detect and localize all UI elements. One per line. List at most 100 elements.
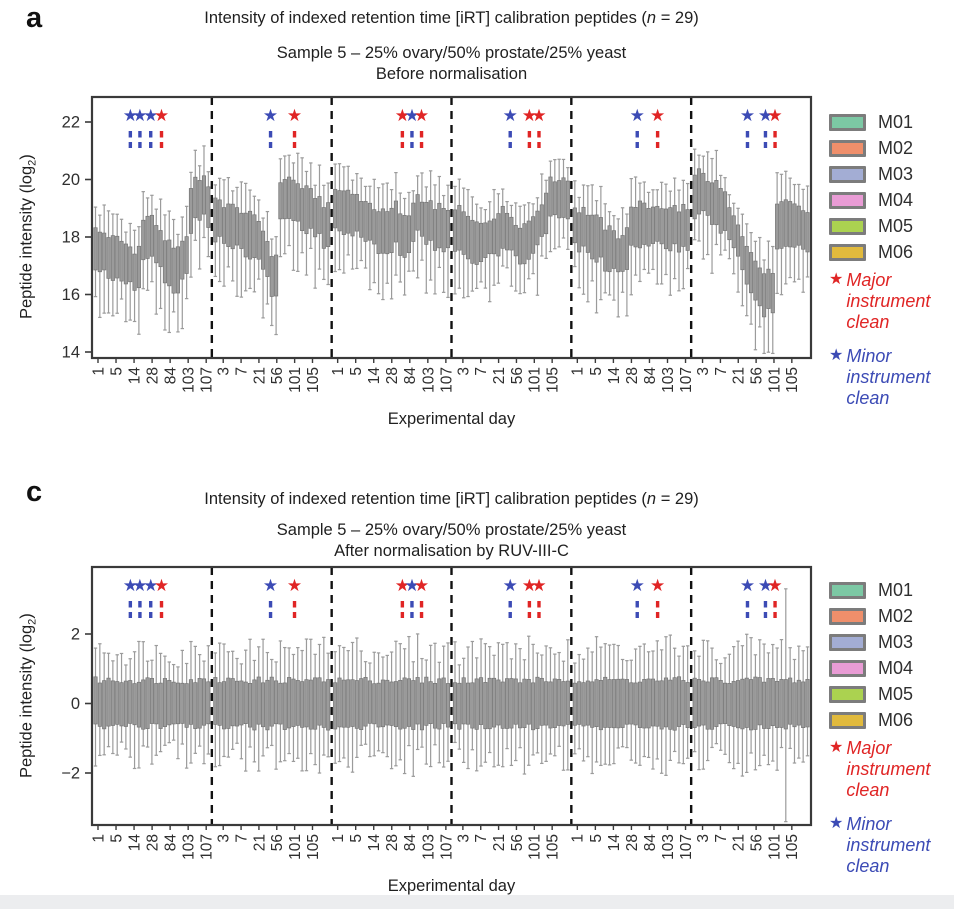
panel-a-ylabel-end: ) xyxy=(17,154,36,160)
boxplot xyxy=(585,647,590,758)
major-clean-note: ★ Major instrument clean xyxy=(829,738,953,801)
boxplot xyxy=(313,653,318,766)
boxplot xyxy=(372,178,377,284)
x-tick-label: 28 xyxy=(384,367,401,384)
boxplot xyxy=(441,645,446,768)
boxplot xyxy=(659,649,664,774)
minor-clean-star: ★ xyxy=(143,576,158,595)
minor-clean-star: ★ xyxy=(758,106,773,125)
boxplot xyxy=(180,216,185,330)
major-clean-star: ★ xyxy=(767,106,782,125)
x-tick-label: 101 xyxy=(527,834,544,860)
boxplot xyxy=(106,652,111,748)
boxplot xyxy=(141,641,146,747)
x-tick-label: 7 xyxy=(713,834,730,843)
boxplot xyxy=(300,157,305,254)
boxplot xyxy=(492,654,497,768)
boxplot xyxy=(149,659,154,765)
boxplot xyxy=(252,659,257,763)
boxplot xyxy=(646,651,651,759)
x-tick-label: 107 xyxy=(438,834,455,860)
boxplot xyxy=(714,149,719,246)
boxplot xyxy=(445,184,451,299)
x-tick-label: 107 xyxy=(199,367,216,393)
boxplot xyxy=(535,652,540,754)
boxplot xyxy=(363,185,368,269)
boxplot xyxy=(766,240,771,353)
boxplot xyxy=(432,642,438,746)
boxplot xyxy=(141,191,146,290)
panel-c-legend: M01 M02 M03 M04 M05 M06 ★ Major instrumen… xyxy=(829,580,953,890)
boxplot xyxy=(762,643,767,756)
boxplot xyxy=(611,215,616,301)
boxplot xyxy=(594,200,599,314)
boxplot xyxy=(474,203,479,290)
x-tick-label: 28 xyxy=(384,834,401,851)
boxplot xyxy=(93,647,98,767)
boxplot xyxy=(346,650,351,768)
legend-swatch-m05 xyxy=(829,218,866,235)
boxplot xyxy=(624,213,629,317)
x-tick-label: 101 xyxy=(766,367,783,393)
boxplot xyxy=(557,158,562,248)
x-tick-label: 3 xyxy=(216,367,233,376)
panel-a-ylabel: Peptide intensity (log2) xyxy=(17,117,38,357)
major-clean-text: Major instrument clean xyxy=(846,270,931,332)
boxplot xyxy=(727,194,732,260)
boxplot xyxy=(681,645,686,765)
boxplot xyxy=(106,210,111,314)
boxplot xyxy=(295,646,300,759)
boxplot xyxy=(180,649,185,745)
x-tick-label: 84 xyxy=(163,834,180,852)
boxplot xyxy=(158,652,163,753)
boxplot xyxy=(261,217,266,319)
minor-clean-star: ★ xyxy=(132,106,147,125)
legend-item-m06: M06 xyxy=(829,242,953,262)
boxplot xyxy=(637,182,642,283)
boxplot xyxy=(500,188,505,267)
minor-clean-star: ★ xyxy=(630,576,645,595)
boxplot xyxy=(696,655,702,771)
boxplot xyxy=(633,648,638,764)
boxplot xyxy=(572,180,577,268)
boxplot xyxy=(265,210,270,305)
x-tick-label: 107 xyxy=(199,834,216,860)
legend-item-m04: M04 xyxy=(829,658,953,678)
boxplot xyxy=(565,167,570,250)
boxplot xyxy=(483,208,488,289)
boxplot xyxy=(424,186,429,294)
boxplot xyxy=(184,205,189,300)
minor-clean-star: ★ xyxy=(740,106,755,125)
minor-clean-star: ★ xyxy=(263,576,278,595)
boxplot xyxy=(801,650,806,763)
boxplot xyxy=(317,164,322,270)
panel-c-letter: c xyxy=(26,476,43,508)
boxplot xyxy=(581,658,586,762)
major-clean-star: ★ xyxy=(522,576,537,595)
legend-swatch-m05 xyxy=(829,686,866,703)
x-tick-label: 5 xyxy=(108,834,125,843)
boxplot xyxy=(230,650,235,750)
boxplot xyxy=(197,165,202,270)
boxplot xyxy=(762,259,767,355)
boxplot xyxy=(565,639,570,771)
boxplot xyxy=(291,162,296,271)
boxplot xyxy=(452,185,458,295)
boxplot xyxy=(385,182,390,284)
legend-swatch-m03 xyxy=(829,166,866,183)
boxplot xyxy=(531,203,536,275)
boxplot xyxy=(393,172,398,276)
x-tick-label: 1 xyxy=(570,367,587,376)
panel-c-ylabel: Peptide intensity (log2) xyxy=(17,576,38,816)
boxplot xyxy=(770,245,775,355)
boxplot xyxy=(243,182,248,292)
boxplot xyxy=(291,653,296,763)
legend-swatch-m04 xyxy=(829,660,866,677)
minor-clean-note: ★ Minor instrument clean xyxy=(829,346,953,409)
minor-clean-star: ★ xyxy=(143,106,158,125)
x-tick-label: 5 xyxy=(588,367,605,376)
legend-swatch-m01 xyxy=(829,114,866,131)
boxplot xyxy=(461,657,466,763)
x-tick-label: 14 xyxy=(606,834,623,852)
